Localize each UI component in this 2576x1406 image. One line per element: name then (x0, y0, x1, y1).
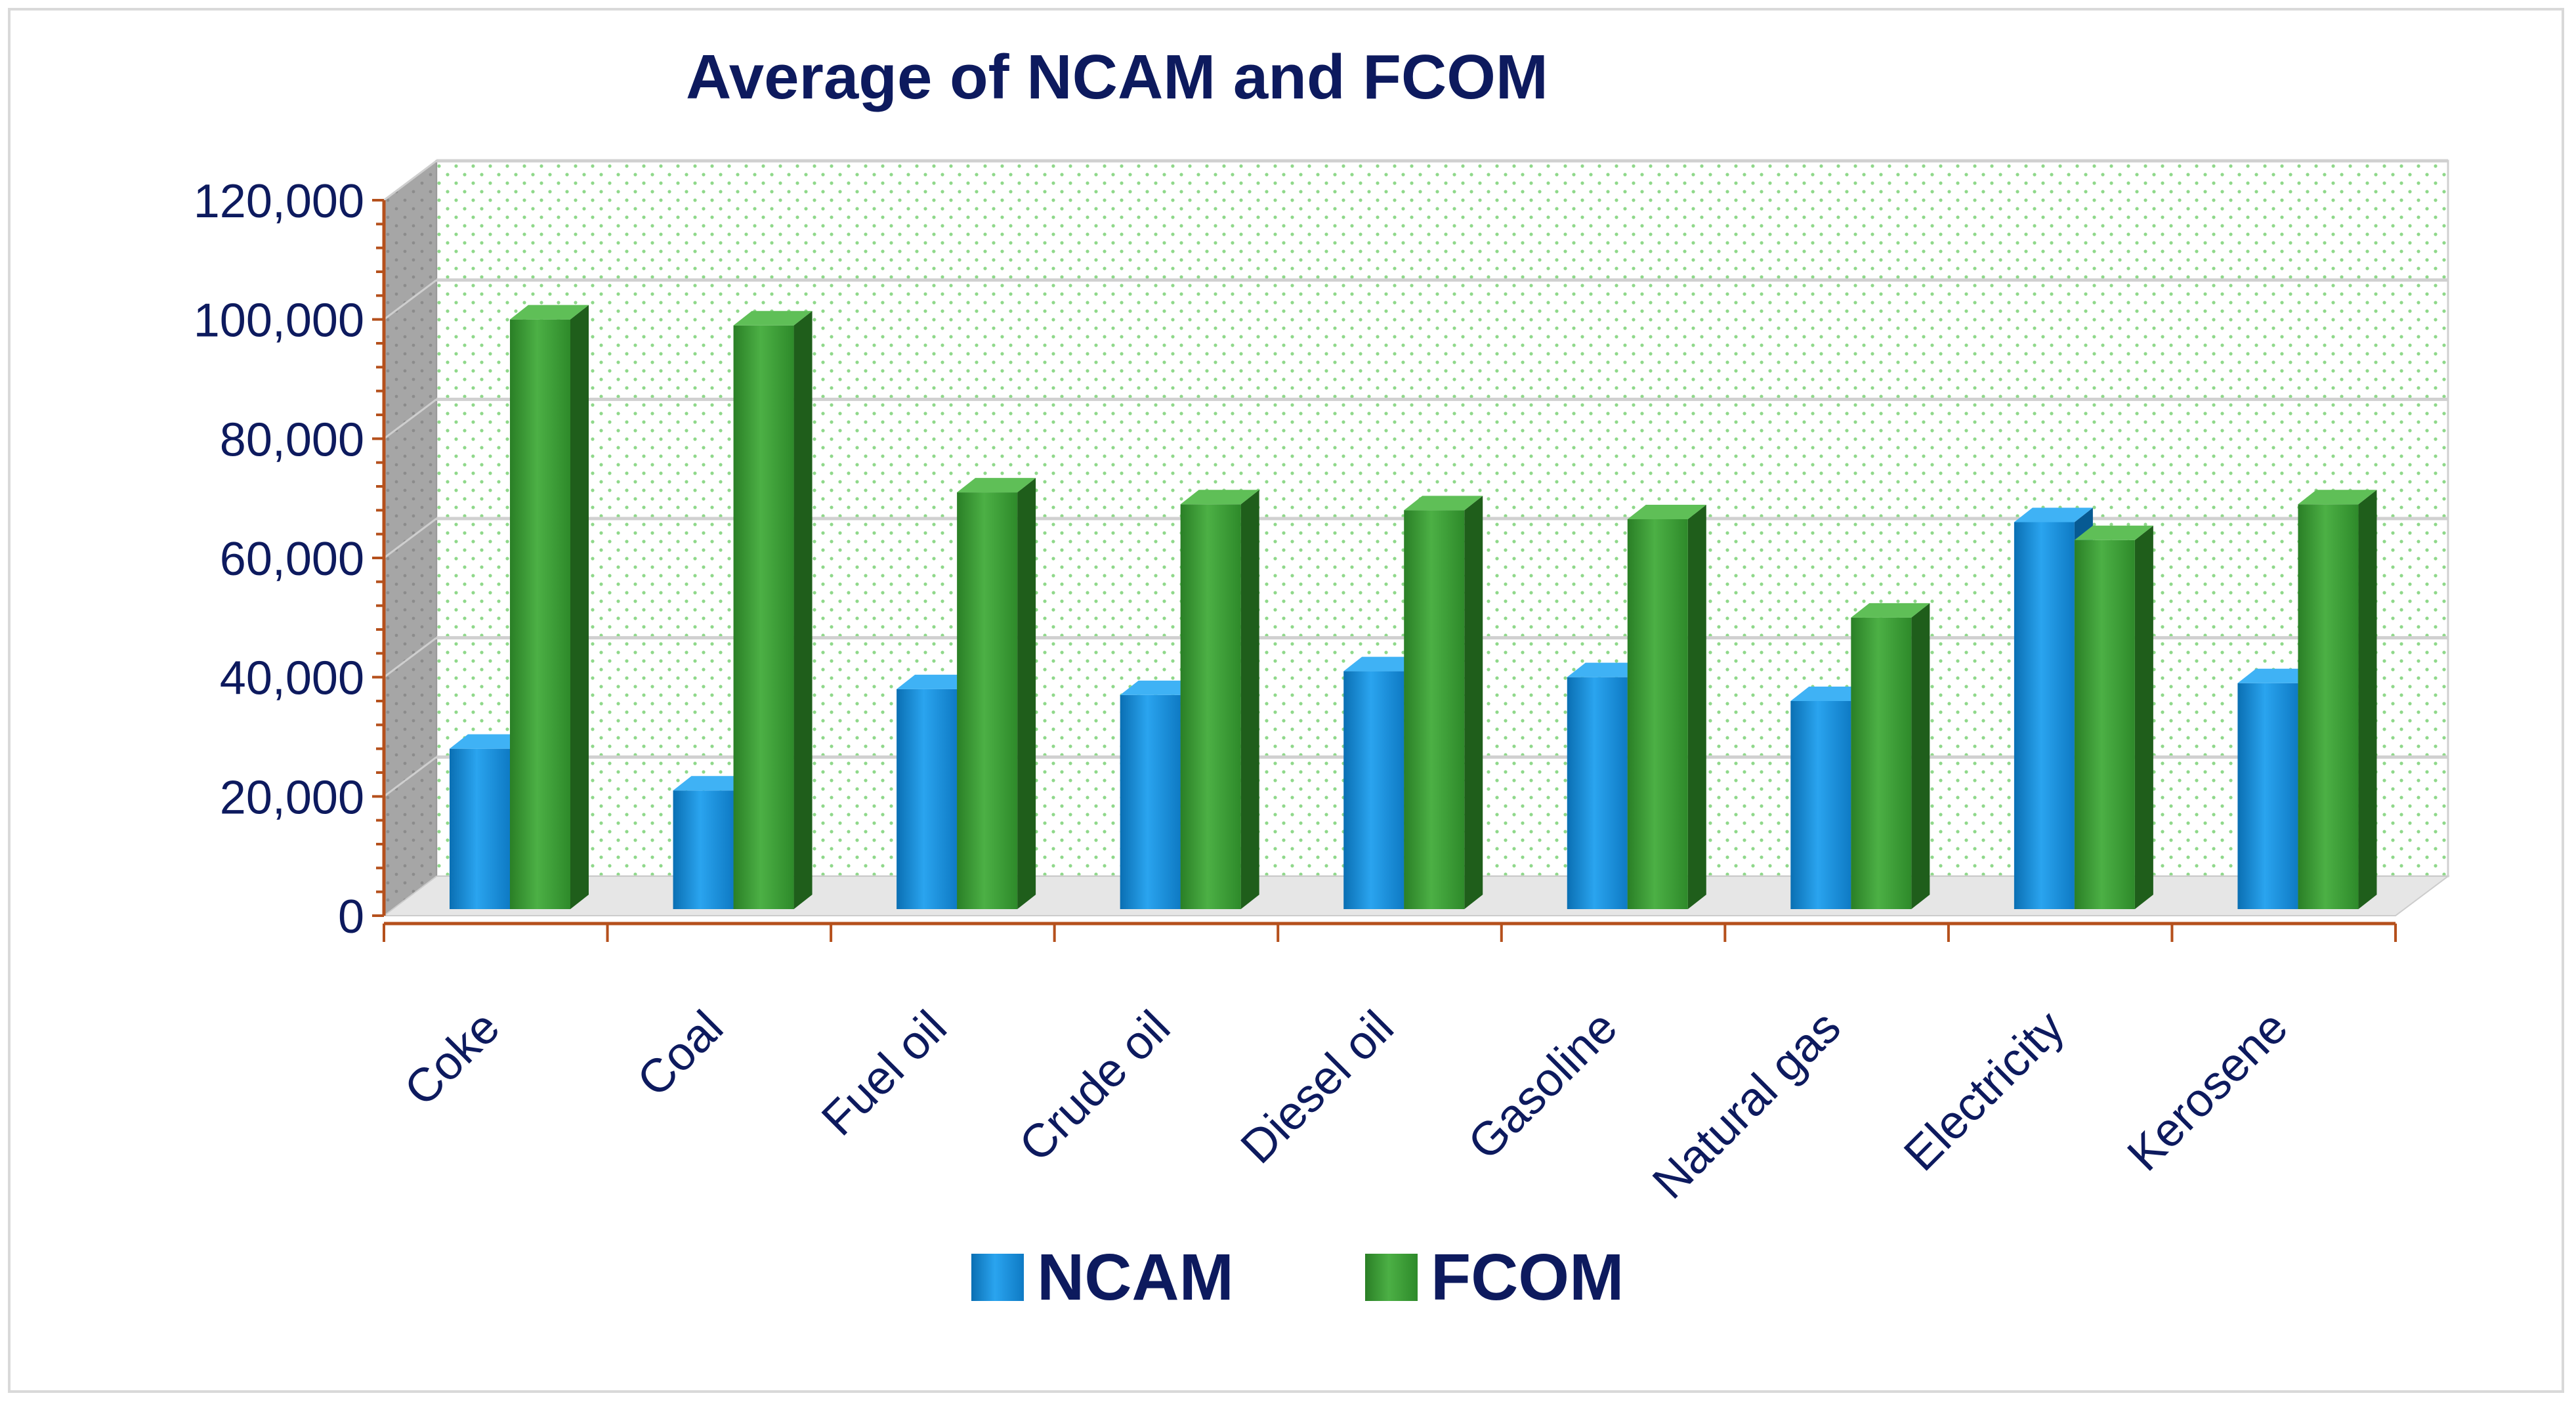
bar-fcom-fuel-oil (957, 478, 1036, 909)
x-tick-label: Gasoline (1458, 1001, 1628, 1170)
x-tick-label: Fuel oil (812, 1001, 957, 1146)
bar-fcom-coal (733, 310, 813, 909)
bar-fcom-gasoline (1627, 504, 1706, 909)
x-tick-label: Diesel oil (1231, 1001, 1404, 1174)
gridline-side (383, 279, 437, 320)
legend: NCAM FCOM (971, 1241, 1624, 1314)
x-tick-label: Electricity (1894, 1001, 2074, 1181)
y-tick-label: 60,000 (220, 533, 364, 586)
gridline-side (383, 160, 437, 202)
y-tick-label: 0 (338, 891, 364, 943)
x-tick-label: Coke (394, 1001, 509, 1116)
x-tick-labels: Coke Coal Fuel oil Crude oil Diesel oil Gasol… (394, 1001, 2298, 1209)
chart-title: Average of NCAM and FCOM (686, 42, 1548, 112)
gridline-side (383, 756, 437, 798)
gridline-side (383, 637, 437, 678)
y-tick-labels: 0 20,000 40,000 60,000 80,000 100,000 120,000 (194, 175, 364, 943)
bar-fcom-coke (510, 305, 589, 910)
gridline-side (383, 398, 437, 440)
bar-fcom-crude-oil (1180, 490, 1259, 909)
legend-item-ncam: NCAM (971, 1241, 1234, 1314)
axes (372, 199, 2397, 942)
legend-swatch (971, 1254, 1024, 1301)
legend-swatch (1365, 1254, 1418, 1301)
legend-item-fcom: FCOM (1365, 1241, 1624, 1314)
bar-fcom-electricity (2074, 525, 2153, 909)
x-tick-label: Coal (627, 1001, 733, 1107)
x-tick-label: Crude oil (1009, 1001, 1180, 1172)
x-tick-label: Natural gas (1643, 1001, 1851, 1209)
bar-fcom-natural-gas (1851, 603, 1930, 909)
y-tick-label: 80,000 (220, 414, 364, 466)
y-tick-label: 40,000 (220, 652, 364, 705)
legend-label: FCOM (1431, 1241, 1624, 1314)
legend-label: NCAM (1037, 1241, 1234, 1314)
bars (450, 305, 2377, 910)
x-tick-label: Kerosene (2118, 1001, 2298, 1182)
y-tick-label: 100,000 (194, 295, 364, 347)
gridline-side (383, 517, 437, 559)
y-tick-label: 20,000 (220, 771, 364, 824)
y-tick-label: 120,000 (194, 175, 364, 228)
bar-fcom-kerosene (2298, 490, 2377, 909)
bar-fcom-diesel-oil (1404, 496, 1483, 909)
